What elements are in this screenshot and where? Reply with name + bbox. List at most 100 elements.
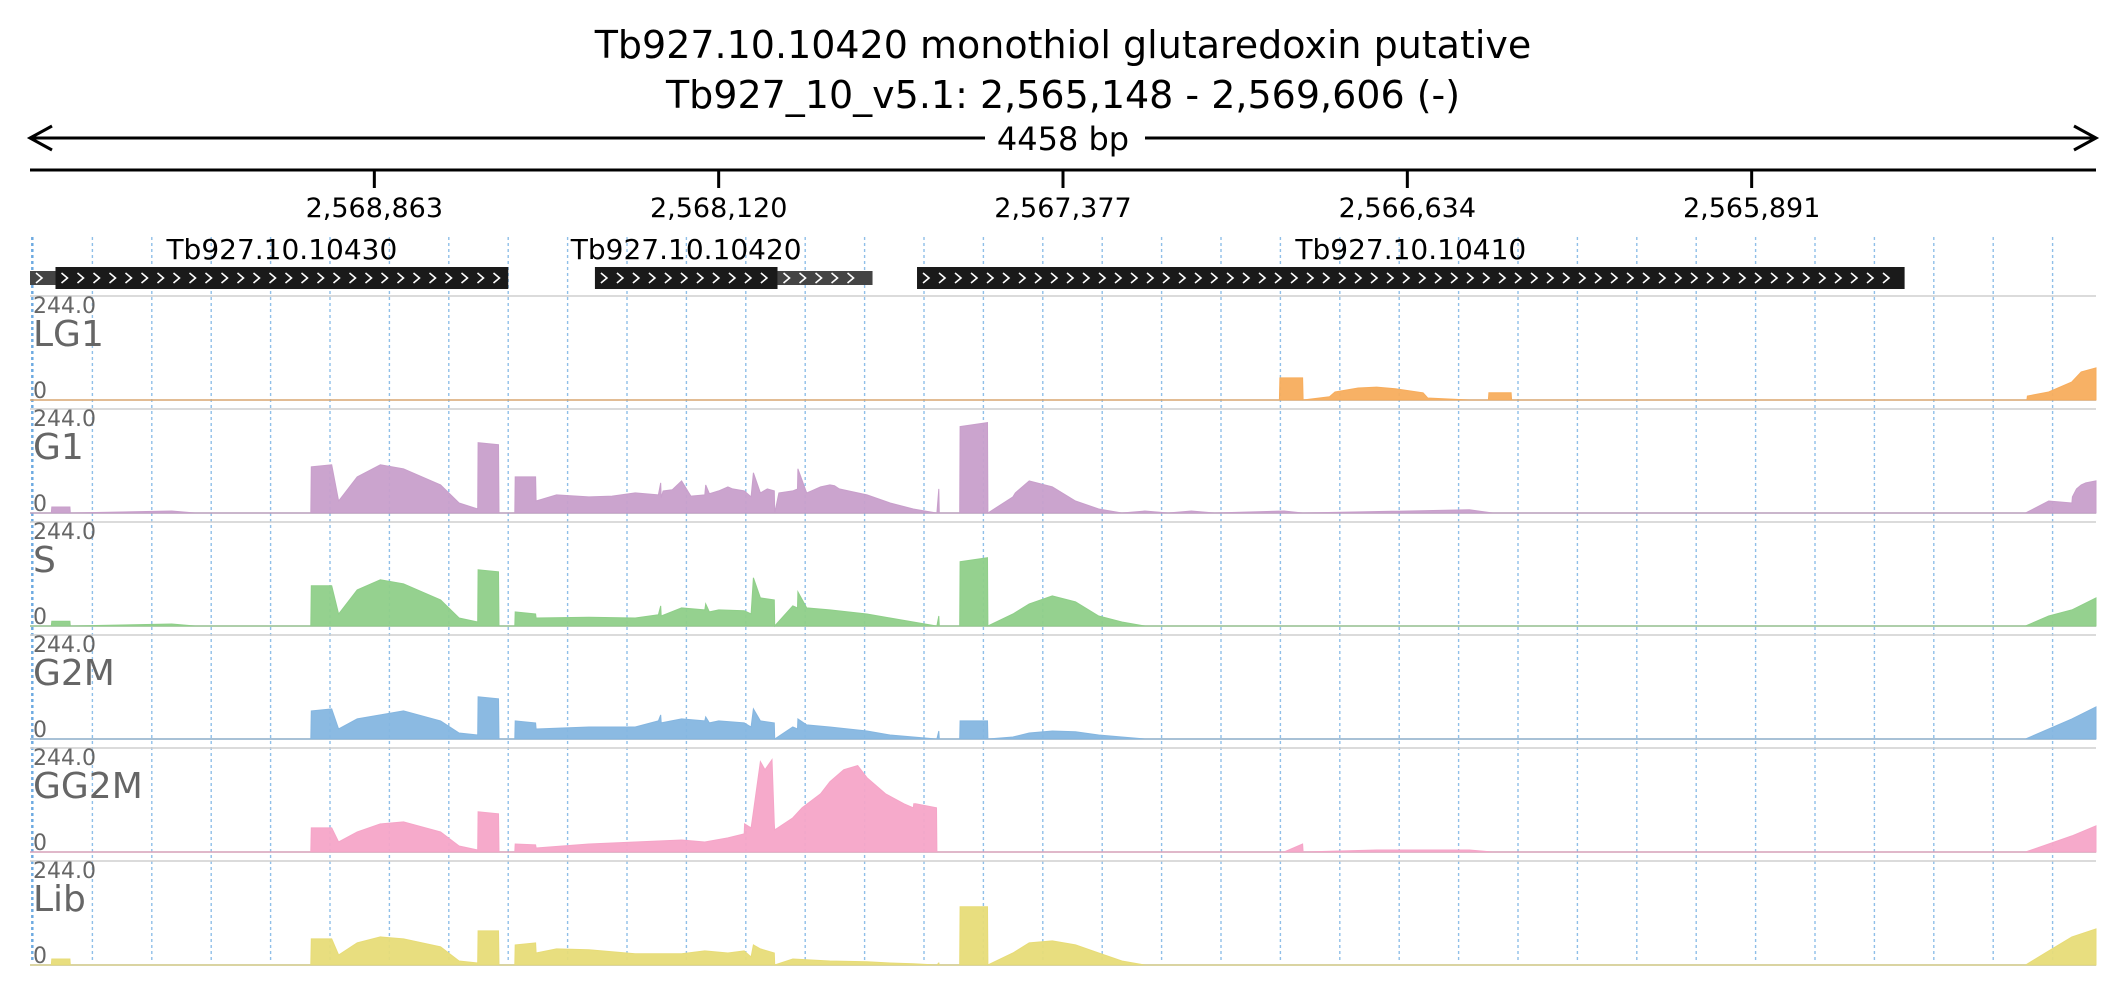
strand-chevron — [1770, 272, 1779, 284]
strand-chevron — [986, 272, 995, 284]
gene-utr — [777, 271, 873, 285]
strand-chevron — [1098, 272, 1107, 284]
strand-chevron — [460, 272, 469, 284]
strand-chevron — [1194, 272, 1203, 284]
gene-label: Tb927.10.10420 — [570, 233, 802, 266]
strand-chevron — [1642, 272, 1651, 284]
strand-chevron — [1178, 272, 1187, 284]
strand-chevron — [316, 272, 325, 284]
axis-tick-label: 2,566,634 — [1339, 193, 1476, 224]
y-min-label: 0 — [33, 605, 47, 630]
coverage-tracks: 244.0LG10244.0G10244.0S0244.0G2M0244.0GG… — [30, 294, 2097, 969]
strand-chevron — [188, 272, 197, 284]
span-arrowhead-left — [26, 124, 53, 152]
strand-chevron — [1514, 272, 1523, 284]
strand-chevron — [1850, 272, 1859, 284]
strand-chevron — [1306, 272, 1315, 284]
strand-chevron — [1050, 272, 1059, 284]
strand-chevron — [412, 272, 421, 284]
strand-chevron — [1482, 272, 1491, 284]
strand-chevron — [799, 272, 807, 284]
strand-chevron — [156, 272, 165, 284]
strand-chevron — [268, 272, 277, 284]
track-name-label: LG1 — [33, 314, 104, 355]
strand-chevron — [380, 272, 389, 284]
strand-chevron — [1754, 272, 1763, 284]
strand-chevron — [364, 272, 373, 284]
strand-chevron — [1274, 272, 1283, 284]
strand-chevron — [1866, 272, 1875, 284]
gene-label: Tb927.10.10410 — [1294, 233, 1526, 266]
gene-body — [55, 267, 509, 289]
axis-tick-label: 2,568,120 — [650, 193, 787, 224]
span-indicator: 4458 bp — [26, 120, 2100, 158]
strand-chevron — [680, 272, 689, 284]
strand-chevron — [1722, 272, 1731, 284]
strand-chevron — [476, 272, 485, 284]
strand-chevron — [1594, 272, 1603, 284]
strand-chevron — [1834, 272, 1843, 284]
strand-chevron — [60, 272, 69, 284]
strand-chevron — [1370, 272, 1379, 284]
chart-subtitle: Tb927_10_v5.1: 2,565,148 - 2,569,606 (-) — [665, 73, 1460, 117]
strand-chevron — [1258, 272, 1267, 284]
strand-chevron — [236, 272, 245, 284]
strand-chevron — [831, 272, 839, 284]
strand-chevron — [1738, 272, 1747, 284]
strand-chevron — [444, 272, 453, 284]
coverage-area-g2m — [30, 696, 2097, 740]
strand-chevron — [108, 272, 117, 284]
strand-chevron — [1034, 272, 1043, 284]
strand-chevron — [35, 272, 44, 284]
strand-chevron — [92, 272, 101, 284]
y-max-label: 244.0 — [33, 407, 96, 432]
coverage-area-lg1 — [30, 367, 2097, 401]
strand-chevron — [284, 272, 293, 284]
strand-chevron — [616, 272, 625, 284]
strand-chevron — [648, 272, 657, 284]
coverage-track-s: 244.0S 0 — [30, 520, 2097, 630]
strand-chevron — [140, 272, 149, 284]
track-name-label: Lib — [33, 879, 86, 920]
strand-chevron — [1450, 272, 1459, 284]
strand-chevron — [332, 272, 341, 284]
strand-chevron — [1290, 272, 1299, 284]
gene-track: Tb927.10.10430 Tb927.10.10420 Tb927.10.104… — [30, 233, 1905, 289]
strand-chevron — [1242, 272, 1251, 284]
strand-chevron — [712, 272, 721, 284]
strand-chevron — [1578, 272, 1587, 284]
y-min-label: 0 — [33, 718, 47, 743]
strand-chevron — [76, 272, 85, 284]
coverage-area-gg2m — [30, 758, 2097, 853]
strand-chevron — [1546, 272, 1555, 284]
track-name-label: G1 — [33, 427, 84, 468]
span-label: 4458 bp — [997, 120, 1129, 158]
strand-chevron — [970, 272, 979, 284]
strand-chevron — [300, 272, 309, 284]
strand-chevron — [1082, 272, 1091, 284]
strand-chevron — [1226, 272, 1235, 284]
chart-title: Tb927.10.10420 monothiol glutaredoxin pu… — [594, 23, 1532, 67]
strand-chevron — [348, 272, 357, 284]
gene-body — [917, 267, 1905, 289]
strand-chevron — [1818, 272, 1827, 284]
y-min-label: 0 — [33, 379, 47, 404]
strand-chevron — [1386, 272, 1395, 284]
y-max-label: 244.0 — [33, 859, 96, 884]
strand-chevron — [204, 272, 213, 284]
y-max-label: 244.0 — [33, 746, 96, 771]
strand-chevron — [1130, 272, 1139, 284]
y-max-label: 244.0 — [33, 633, 96, 658]
strand-chevron — [783, 272, 791, 284]
strand-chevron — [632, 272, 641, 284]
strand-chevron — [1418, 272, 1427, 284]
y-min-label: 0 — [33, 492, 47, 517]
strand-chevron — [1706, 272, 1715, 284]
strand-chevron — [1066, 272, 1075, 284]
strand-chevron — [1338, 272, 1347, 284]
strand-chevron — [1402, 272, 1411, 284]
gene-label: Tb927.10.10430 — [165, 233, 397, 266]
strand-chevron — [1434, 272, 1443, 284]
